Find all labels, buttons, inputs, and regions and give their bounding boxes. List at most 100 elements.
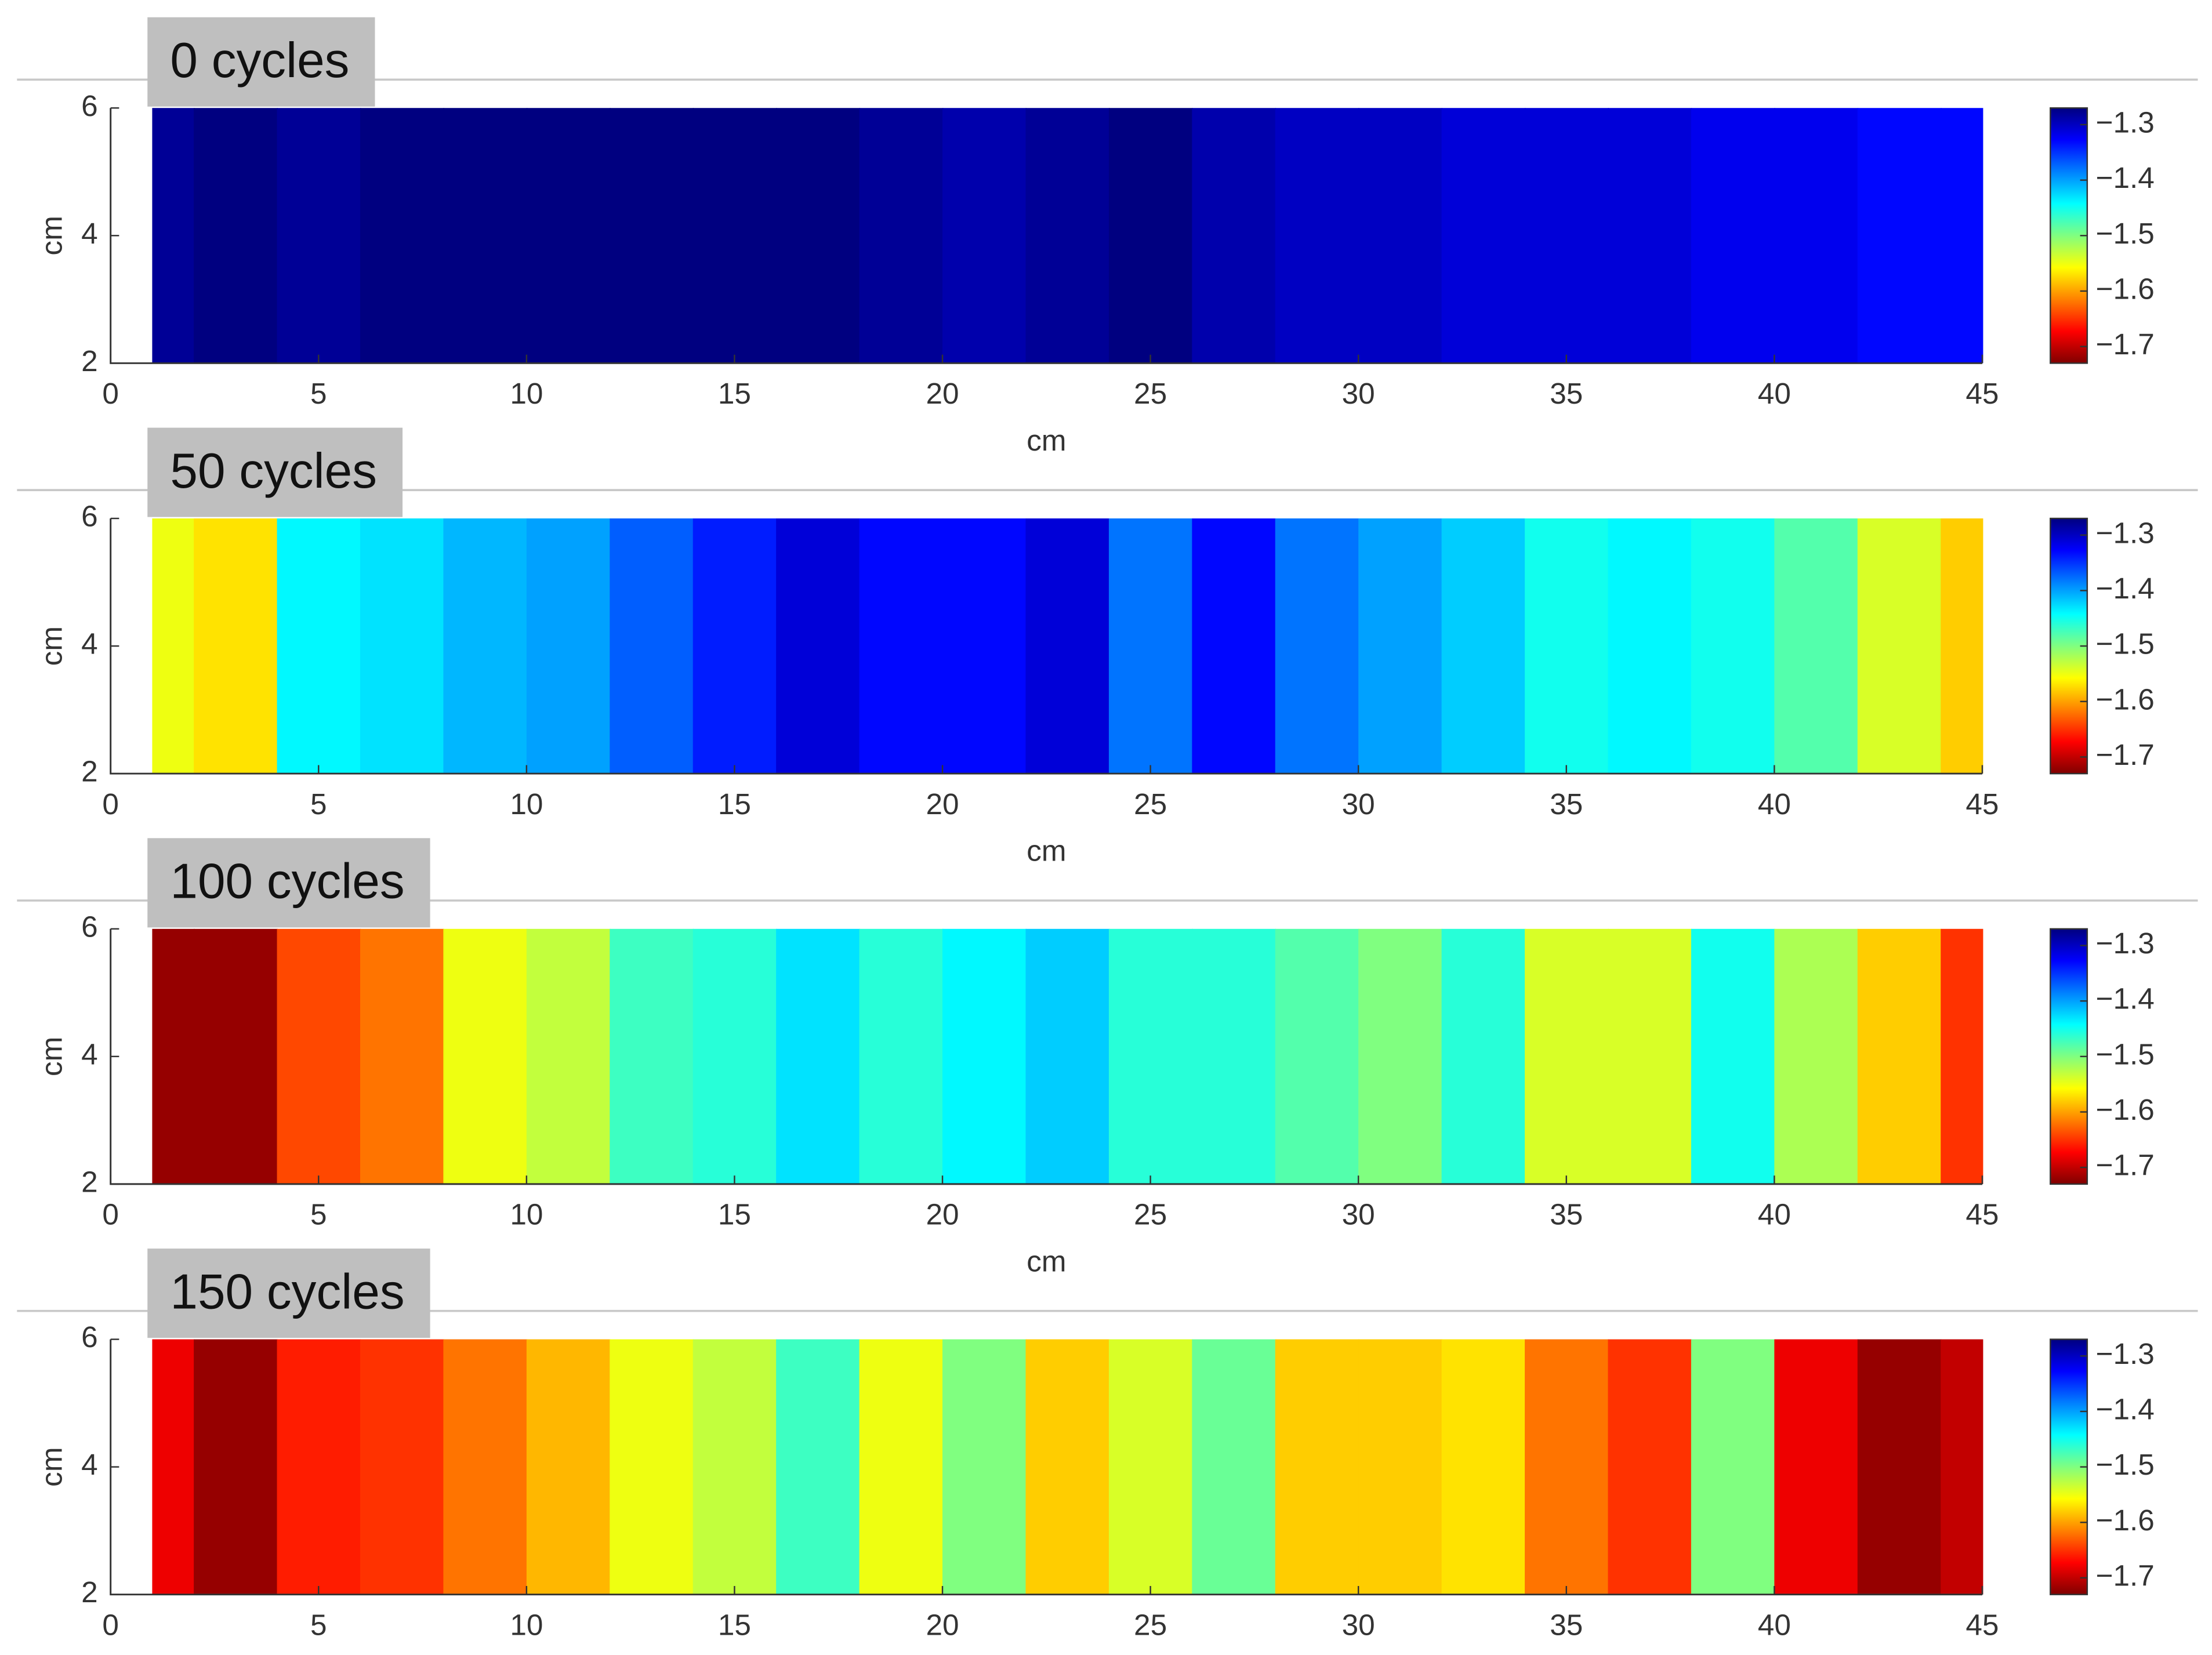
heat-cell bbox=[443, 108, 528, 364]
panel: 150 cycles 0 5 10 15 20 25 30 35 40 45 2 4 6 cm −1.3 −1.… bbox=[17, 1248, 2198, 1641]
heat-cell bbox=[610, 518, 694, 774]
x-tick-label: 45 bbox=[1966, 787, 1999, 821]
panel: 100 cycles 0 5 10 15 20 25 30 35 40 45 2 4 6 cm cm −1.3 −… bbox=[17, 838, 2198, 1277]
heat-cell bbox=[1108, 928, 1193, 1184]
colorbar-tick-label: −1.4 bbox=[2096, 161, 2155, 194]
x-tick-label: 20 bbox=[926, 377, 959, 410]
heat-cell bbox=[443, 518, 528, 774]
x-tick-label: 0 bbox=[102, 377, 119, 410]
heat-cell bbox=[1608, 108, 1692, 364]
heat-cell bbox=[1691, 1339, 1775, 1595]
heat-cell bbox=[443, 1339, 528, 1595]
heat-cell bbox=[1192, 518, 1277, 774]
heat-cell bbox=[1774, 108, 1859, 364]
heat-cell bbox=[526, 1339, 611, 1595]
heat-cell bbox=[1857, 928, 1942, 1184]
heat-cell bbox=[1275, 928, 1359, 1184]
x-axis-label: cm bbox=[1027, 1244, 1066, 1277]
x-tick-label: 45 bbox=[1966, 1608, 1999, 1641]
heat-cell bbox=[443, 928, 528, 1184]
colorbar-tick-label: −1.7 bbox=[2096, 1149, 2155, 1182]
heat-cell bbox=[277, 928, 361, 1184]
y-tick-label: 4 bbox=[81, 1037, 98, 1070]
heat-cell bbox=[1525, 108, 1609, 364]
heat-cell bbox=[1108, 108, 1193, 364]
heat-cell bbox=[526, 928, 611, 1184]
x-tick-label: 5 bbox=[310, 1608, 327, 1641]
x-tick-label: 20 bbox=[926, 787, 959, 821]
colorbar-tick-label: −1.5 bbox=[2096, 627, 2155, 660]
heat-cell bbox=[1358, 518, 1443, 774]
x-tick-label: 10 bbox=[510, 787, 543, 821]
heat-cell bbox=[1025, 1339, 1110, 1595]
title-box bbox=[147, 1248, 430, 1338]
heat-cell bbox=[194, 518, 278, 774]
y-tick-label: 2 bbox=[81, 1576, 98, 1609]
x-tick-label: 45 bbox=[1966, 1198, 1999, 1231]
colorbar-tick-label: −1.4 bbox=[2096, 982, 2155, 1015]
heat-cell bbox=[1941, 1339, 1983, 1595]
colorbar-tick-label: −1.7 bbox=[2096, 328, 2155, 361]
heat-cell bbox=[776, 518, 861, 774]
x-tick-label: 20 bbox=[926, 1608, 959, 1641]
x-axis-label: cm bbox=[1027, 834, 1066, 868]
x-tick-label: 20 bbox=[926, 1198, 959, 1231]
title-box bbox=[147, 17, 375, 107]
y-tick-label: 2 bbox=[81, 1165, 98, 1198]
heat-cell bbox=[1857, 108, 1942, 364]
heat-cell bbox=[1691, 108, 1775, 364]
x-axis-label: cm bbox=[1027, 424, 1066, 457]
heat-cell bbox=[1441, 1339, 1526, 1595]
heat-cell bbox=[1192, 928, 1277, 1184]
x-tick-label: 10 bbox=[510, 1608, 543, 1641]
colorbar-tick-label: −1.4 bbox=[2096, 1393, 2155, 1426]
panel-title: 100 cycles bbox=[170, 854, 404, 909]
heat-cell bbox=[1691, 928, 1775, 1184]
title-box bbox=[147, 838, 430, 928]
heat-cell bbox=[360, 108, 444, 364]
x-tick-label: 40 bbox=[1758, 787, 1791, 821]
heat-cell bbox=[1358, 1339, 1443, 1595]
y-tick-label: 4 bbox=[81, 217, 98, 250]
heat-cell bbox=[1192, 108, 1277, 364]
heat-cell bbox=[1691, 518, 1775, 774]
heat-cell bbox=[1857, 518, 1942, 774]
heat-cell bbox=[1441, 518, 1526, 774]
heat-cell bbox=[152, 1339, 195, 1595]
heat-cell bbox=[1108, 518, 1193, 774]
heat-cell bbox=[1774, 518, 1859, 774]
colorbar-tick-label: −1.6 bbox=[2096, 1093, 2155, 1126]
heat-cell bbox=[692, 928, 777, 1184]
heat-cell bbox=[194, 928, 278, 1184]
colorbar-tick-label: −1.6 bbox=[2096, 1504, 2155, 1537]
colorbar-tick-label: −1.5 bbox=[2096, 1448, 2155, 1481]
heat-cell bbox=[1192, 1339, 1277, 1595]
x-tick-label: 0 bbox=[102, 1608, 119, 1641]
colorbar-tick-label: −1.7 bbox=[2096, 738, 2155, 771]
heat-cell bbox=[277, 108, 361, 364]
x-tick-label: 0 bbox=[102, 1198, 119, 1231]
heat-cell bbox=[360, 518, 444, 774]
panel: 0 cycles 0 5 10 15 20 25 30 35 40 45 2 4 6 cm cm −1.3 −1.… bbox=[17, 17, 2198, 457]
heat-cell bbox=[692, 108, 777, 364]
colorbar-tick-label: −1.3 bbox=[2096, 927, 2155, 960]
x-tick-label: 45 bbox=[1966, 377, 1999, 410]
heat-cell bbox=[1441, 928, 1526, 1184]
y-tick-label: 4 bbox=[81, 627, 98, 660]
heat-cell bbox=[1525, 1339, 1609, 1595]
x-tick-label: 35 bbox=[1550, 1608, 1583, 1641]
heat-cell bbox=[1275, 518, 1359, 774]
heat-cell bbox=[610, 1339, 694, 1595]
heat-cell bbox=[1275, 1339, 1359, 1595]
y-axis-label: cm bbox=[35, 1447, 68, 1486]
colorbar-tick-label: −1.5 bbox=[2096, 1037, 2155, 1070]
y-tick-label: 4 bbox=[81, 1448, 98, 1481]
x-tick-label: 35 bbox=[1550, 1198, 1583, 1231]
heat-cell bbox=[1774, 928, 1859, 1184]
heat-cell bbox=[194, 1339, 278, 1595]
colorbar-tick-label: −1.6 bbox=[2096, 683, 2155, 716]
heat-cell bbox=[1941, 108, 1983, 364]
heat-cell bbox=[1774, 1339, 1859, 1595]
x-tick-label: 5 bbox=[310, 787, 327, 821]
